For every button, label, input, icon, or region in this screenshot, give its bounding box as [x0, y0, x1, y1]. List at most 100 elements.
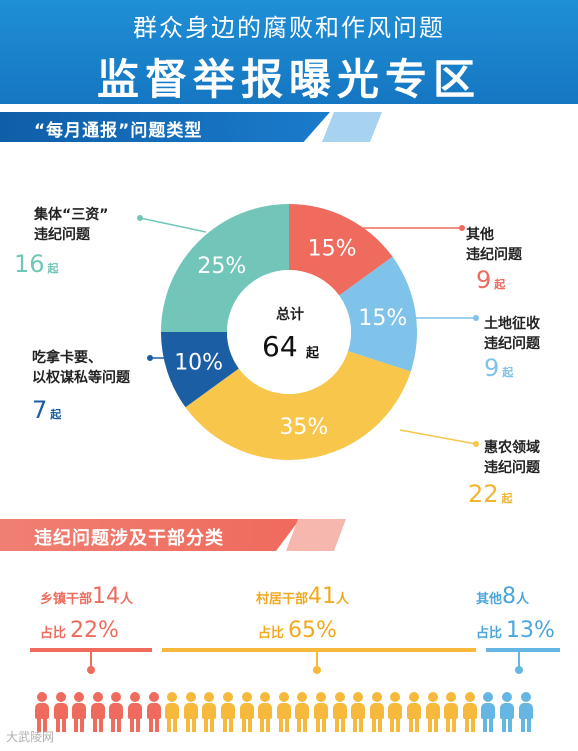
donut-center-unit: 起: [306, 346, 320, 361]
label-bribe-line2: 以权谋私等问题: [32, 370, 130, 386]
slice-agri-leader-line: [399, 429, 477, 445]
person-icon: [183, 692, 199, 732]
person-icon: [108, 692, 124, 732]
group-village-dot: [313, 666, 321, 674]
group-village-bar: [162, 648, 476, 652]
group-village-share-label: 占比: [258, 626, 285, 641]
group-village-name: 村居干部: [256, 592, 309, 607]
slice-land: [339, 256, 417, 372]
count-agri-unit: 起: [501, 492, 513, 505]
group-other-title: 其他8人: [476, 584, 529, 609]
person-icon: [294, 692, 310, 732]
person-icon: [313, 692, 329, 732]
person-icon: [201, 692, 217, 732]
group-township-dot: [87, 666, 95, 674]
group-township-unit: 人: [120, 592, 134, 607]
person-icon: [406, 692, 422, 732]
person-icon: [499, 692, 515, 732]
count-other-unit: 起: [494, 278, 506, 291]
person-icon: [34, 692, 50, 732]
slice-land-leader-dot: [473, 315, 479, 321]
person-icon: [462, 692, 478, 732]
group-village-count: 41: [308, 584, 337, 609]
person-icon: [53, 692, 69, 732]
label-other-line1: 其他: [466, 227, 494, 243]
group-other-dot: [515, 666, 523, 674]
group-other-name: 其他: [476, 592, 503, 607]
count-assets: 16 起: [14, 250, 59, 278]
label-other-line2: 违纪问题: [466, 247, 522, 263]
count-agri-value: 22: [468, 480, 499, 508]
person-icon: [90, 692, 106, 732]
slice-assets: [161, 204, 289, 332]
person-icon: [257, 692, 273, 732]
label-other: 其他 违纪问题: [466, 225, 522, 265]
label-bribe: 吃拿卡要、 以权谋私等问题: [32, 348, 130, 388]
label-agri-line2: 违纪问题: [484, 460, 540, 476]
section2-title: 违纪问题涉及干部分类: [34, 528, 224, 549]
group-other-count: 8: [502, 584, 517, 609]
person-icon: [350, 692, 366, 732]
label-land-line2: 违纪问题: [484, 336, 540, 352]
section1-banner: [0, 112, 330, 142]
group-other-share-label: 占比: [476, 626, 503, 641]
count-bribe-value: 7: [32, 396, 48, 424]
donut-center-total: 64: [262, 330, 298, 363]
group-township-title: 乡镇干部14人: [40, 584, 133, 609]
slice-agri: [185, 351, 411, 460]
person-icon: [164, 692, 180, 732]
slice-bribe-percent-label: 10%: [174, 350, 223, 375]
label-agri-line1: 惠农领域: [484, 440, 540, 456]
count-land-value: 9: [484, 354, 500, 382]
count-assets-value: 16: [14, 250, 45, 278]
header-subtitle: 群众身边的腐败和作风问题: [133, 14, 445, 42]
donut-center-label: 总计: [276, 307, 304, 323]
person-icon: [332, 692, 348, 732]
watermark: 大武陵网: [6, 730, 55, 744]
section1-title: “每月通报”问题类型: [34, 121, 203, 141]
header-banner: 群众身边的腐败和作风问题 监督举报曝光专区: [0, 0, 578, 104]
count-agri: 22 起: [468, 480, 513, 508]
group-township-stem: [90, 652, 92, 668]
slice-other: [289, 204, 393, 296]
person-icon: [518, 692, 534, 732]
group-other-bar: [486, 648, 560, 652]
group-village-share: 占比 65%: [258, 618, 337, 643]
count-land-unit: 起: [502, 366, 514, 379]
group-township-count: 14: [92, 584, 121, 609]
person-icon: [443, 692, 459, 732]
count-other-value: 9: [476, 266, 492, 294]
section1-banner-stripe: [322, 112, 382, 142]
group-other-unit: 人: [516, 592, 530, 607]
person-icon: [71, 692, 87, 732]
label-assets-line1: 集体“三资”: [34, 207, 109, 223]
person-icon: [239, 692, 255, 732]
slice-agri-percent-label: 35%: [279, 415, 328, 440]
section2-banner: [0, 519, 300, 551]
group-village-percent: 65%: [288, 618, 337, 643]
label-land-line1: 土地征收: [484, 316, 540, 332]
group-township-share: 占比 22%: [40, 618, 119, 643]
group-village-title: 村居干部41人: [256, 584, 349, 609]
group-township-percent: 22%: [70, 618, 119, 643]
group-township-name: 乡镇干部: [40, 592, 93, 607]
person-icon: [369, 692, 385, 732]
label-assets-line2: 违纪问题: [34, 227, 90, 243]
slice-bribe: [161, 332, 239, 408]
person-icon: [276, 692, 292, 732]
group-village-unit: 人: [336, 592, 350, 607]
count-bribe-unit: 起: [50, 408, 62, 421]
slice-bribe-leader-dot: [147, 355, 153, 361]
person-icon: [127, 692, 143, 732]
donut-hole: [227, 270, 351, 394]
slice-other-leader-dot: [459, 225, 465, 231]
count-assets-unit: 起: [47, 262, 59, 275]
label-land: 土地征收 违纪问题: [484, 314, 540, 354]
person-icon: [480, 692, 496, 732]
label-bribe-line1: 吃拿卡要、: [32, 350, 102, 366]
slice-assets-percent-label: 25%: [197, 254, 246, 279]
group-township-share-label: 占比: [40, 626, 67, 641]
